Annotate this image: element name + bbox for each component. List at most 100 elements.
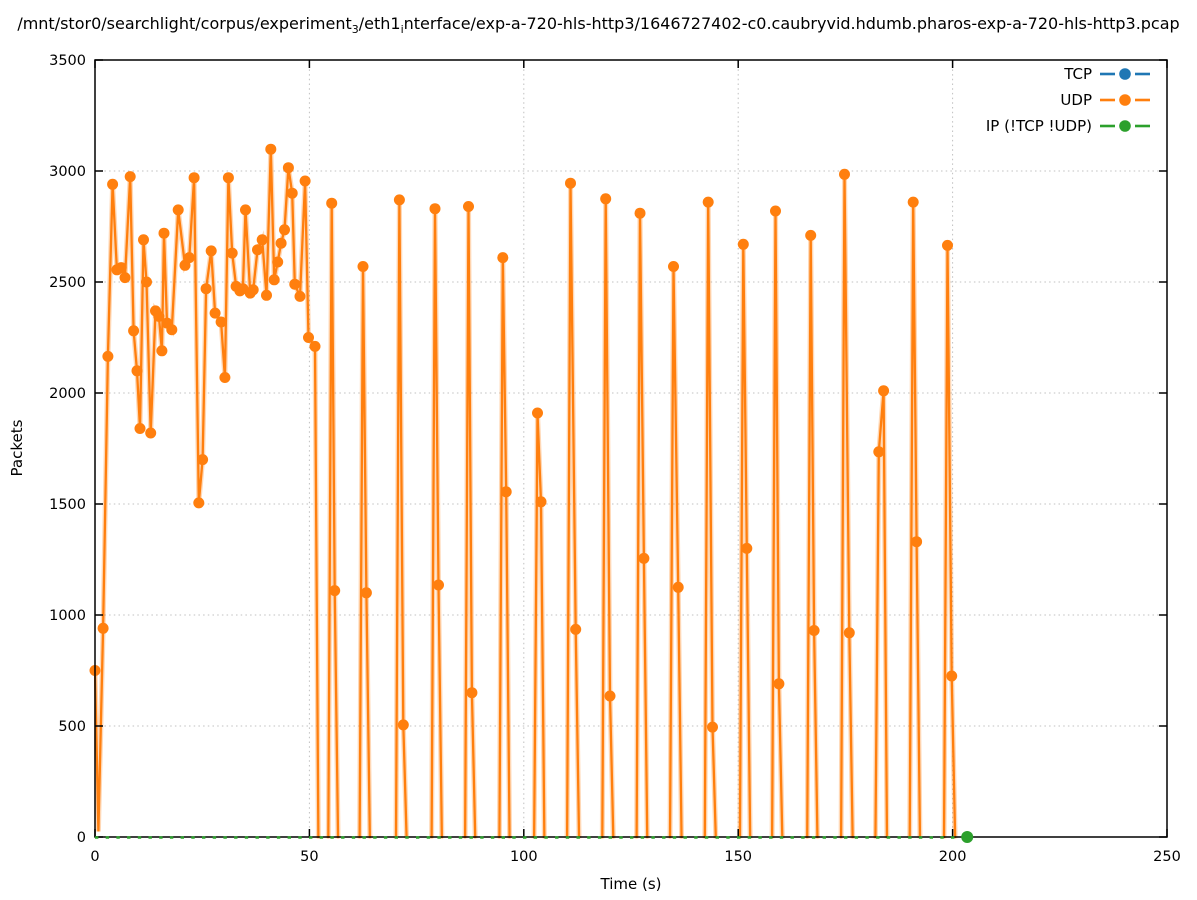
udp-data-point bbox=[272, 256, 284, 268]
udp-data-point bbox=[289, 278, 301, 290]
udp-data-point bbox=[145, 427, 157, 439]
udp-data-point bbox=[634, 207, 646, 219]
udp-data-point bbox=[303, 332, 314, 343]
udp-data-point bbox=[773, 678, 785, 690]
y-tick-label: 2500 bbox=[49, 275, 86, 291]
y-tick-label: 1000 bbox=[49, 608, 86, 624]
y-tick-label: 3000 bbox=[49, 164, 86, 180]
udp-data-point bbox=[247, 284, 259, 296]
udp-data-point bbox=[946, 670, 958, 682]
udp-data-point bbox=[565, 177, 576, 189]
udp-series-halo bbox=[94, 149, 958, 839]
udp-data-point bbox=[102, 350, 114, 362]
x-tick-label: 250 bbox=[1153, 849, 1181, 865]
udp-series-markers bbox=[89, 143, 958, 733]
udp-data-point bbox=[200, 283, 212, 295]
udp-data-point bbox=[141, 276, 152, 288]
udp-data-point bbox=[309, 340, 321, 352]
udp-series-line bbox=[94, 149, 957, 839]
udp-data-point bbox=[702, 196, 714, 208]
gridlines bbox=[95, 60, 1167, 837]
udp-data-point bbox=[604, 690, 616, 702]
legend-entry-tcp: TCP bbox=[1063, 65, 1150, 83]
x-tick-label: 200 bbox=[939, 849, 967, 865]
udp-data-point bbox=[172, 204, 184, 216]
udp-data-point bbox=[329, 585, 341, 597]
udp-data-point bbox=[570, 623, 582, 635]
legend-label: TCP bbox=[1063, 65, 1092, 83]
udp-data-point bbox=[326, 197, 338, 209]
udp-data-point bbox=[158, 227, 170, 239]
udp-data-point bbox=[215, 316, 227, 328]
udp-data-point bbox=[240, 204, 251, 216]
udp-data-point bbox=[219, 372, 231, 383]
x-tick-label: 150 bbox=[724, 849, 752, 865]
udp-data-point bbox=[737, 238, 749, 250]
udp-data-point bbox=[466, 687, 478, 699]
udp-data-point bbox=[294, 290, 306, 302]
udp-data-point bbox=[119, 272, 131, 284]
udp-data-point bbox=[500, 486, 512, 498]
x-tick-label: 100 bbox=[510, 849, 538, 865]
udp-data-point bbox=[360, 587, 372, 599]
y-tick-label: 500 bbox=[58, 719, 86, 735]
x-tick-label: 0 bbox=[90, 849, 99, 865]
udp-data-point bbox=[497, 252, 509, 264]
udp-data-point bbox=[131, 365, 143, 377]
udp-data-point bbox=[839, 168, 850, 180]
udp-data-point bbox=[107, 178, 119, 190]
udp-data-point bbox=[282, 162, 294, 174]
tick-labels: 0 50 100 150 200 2500500100015002000250030003… bbox=[49, 53, 1181, 865]
udp-data-point bbox=[878, 385, 890, 397]
legend-label: IP (!TCP !UDP) bbox=[986, 117, 1092, 135]
udp-data-point bbox=[205, 245, 217, 257]
udp-data-point bbox=[942, 239, 953, 251]
y-tick-label: 2000 bbox=[49, 386, 86, 402]
udp-data-point bbox=[805, 229, 817, 241]
udp-data-point bbox=[115, 262, 127, 274]
legend-entry-udp: UDP bbox=[1060, 91, 1150, 109]
ip-other-series bbox=[95, 831, 974, 843]
x-axis-label: Time (s) bbox=[600, 875, 662, 893]
udp-data-point bbox=[707, 721, 718, 733]
legend-marker-sample bbox=[1119, 120, 1131, 132]
udp-data-point bbox=[166, 324, 178, 336]
udp-data-point bbox=[911, 536, 923, 548]
y-tick-label: 3500 bbox=[49, 53, 86, 69]
udp-data-point bbox=[600, 193, 612, 205]
udp-data-point bbox=[907, 196, 919, 208]
y-tick-label: 1500 bbox=[49, 497, 86, 513]
udp-data-point bbox=[128, 325, 140, 337]
udp-data-point bbox=[393, 194, 405, 206]
udp-data-point bbox=[222, 172, 234, 184]
udp-data-point bbox=[433, 579, 444, 591]
udp-data-point bbox=[134, 423, 146, 434]
udp-data-point bbox=[124, 171, 136, 183]
legend-marker-sample bbox=[1119, 94, 1131, 106]
udp-data-point bbox=[209, 307, 221, 319]
udp-data-point bbox=[256, 234, 268, 246]
udp-data-point bbox=[397, 719, 409, 731]
udp-data-point bbox=[299, 175, 311, 187]
udp-data-point bbox=[261, 289, 272, 301]
ip-other-last-point bbox=[961, 831, 974, 843]
udp-data-point bbox=[183, 252, 195, 264]
udp-data-point bbox=[153, 310, 165, 322]
udp-data-point bbox=[770, 205, 781, 217]
legend: TCP UDP IP (!TCP !UDP) bbox=[986, 65, 1150, 135]
chart-area: 0 50 100 150 200 2500500100015002000250030003… bbox=[49, 53, 1181, 865]
udp-data-point bbox=[535, 496, 547, 508]
legend-label: UDP bbox=[1060, 91, 1092, 109]
udp-data-point bbox=[357, 261, 369, 272]
udp-data-point bbox=[275, 237, 287, 249]
udp-data-point bbox=[265, 143, 277, 155]
plot-border bbox=[94, 59, 1168, 838]
udp-data-point bbox=[668, 261, 679, 272]
udp-data-point bbox=[532, 407, 543, 419]
legend-marker-sample bbox=[1119, 68, 1131, 80]
udp-data-point bbox=[638, 552, 650, 564]
udp-data-point bbox=[286, 187, 298, 199]
udp-data-point bbox=[97, 622, 109, 634]
